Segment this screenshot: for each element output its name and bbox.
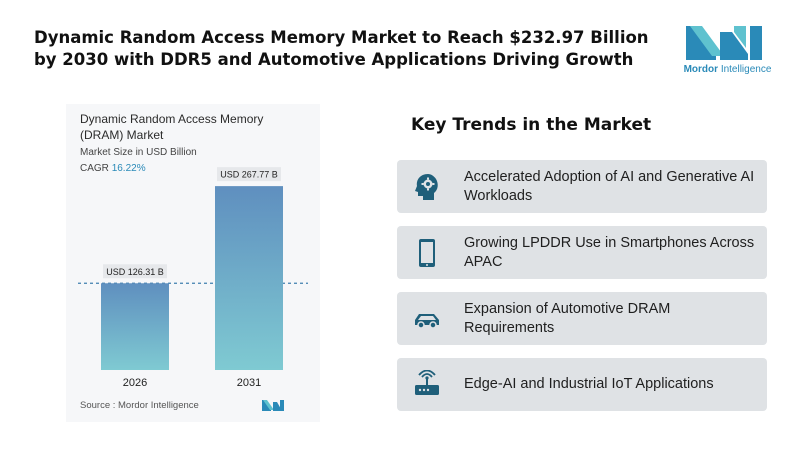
mordor-logo-icon bbox=[686, 26, 762, 60]
trend-card-automotive: Expansion of Automotive DRAM Requirement… bbox=[397, 292, 767, 345]
chart-cagr: CAGR 16.22% bbox=[80, 163, 146, 174]
chart-subtitle: Market Size in USD Billion bbox=[80, 147, 197, 158]
car-icon bbox=[415, 314, 439, 329]
trends-title: Key Trends in the Market bbox=[411, 115, 652, 135]
cagr-value: 16.22% bbox=[111, 163, 146, 174]
ai-head-gear-icon bbox=[415, 174, 438, 200]
trend-text: Expansion of Automotive DRAM Requirement… bbox=[464, 300, 671, 336]
data-label-box bbox=[217, 167, 281, 182]
trend-text: Edge-AI and Industrial IoT Applications bbox=[464, 376, 714, 392]
x-tick-label: 2031 bbox=[237, 377, 261, 389]
data-label: USD 267.77 B bbox=[220, 170, 278, 180]
trend-text: Accelerated Adoption of AI and Generativ… bbox=[464, 168, 755, 204]
trend-card-lpddr: Growing LPDDR Use in Smartphones Across … bbox=[397, 226, 767, 279]
x-tick-label: 2026 bbox=[123, 377, 147, 389]
bar-chart: USD 126.31 B 2026 USD 267.77 B 2031 bbox=[78, 167, 308, 389]
chart-source: Source : Mordor Intelligence bbox=[80, 400, 199, 411]
trend-card-ai: Accelerated Adoption of AI and Generativ… bbox=[397, 160, 767, 213]
brand-logo: Mordor Intelligence bbox=[680, 22, 775, 77]
smartphone-icon bbox=[419, 239, 435, 267]
source-logo-icon bbox=[262, 400, 284, 411]
page-headline: Dynamic Random Access Memory Market to R… bbox=[34, 28, 649, 69]
data-label-box bbox=[103, 264, 167, 279]
chart-card: Dynamic Random Access Memory (DRAM) Mark… bbox=[66, 104, 320, 422]
bar-2031 bbox=[215, 186, 283, 370]
data-label: USD 126.31 B bbox=[106, 267, 164, 277]
bar-2026 bbox=[101, 283, 169, 370]
chart-title: Dynamic Random Access Memory (DRAM) Mark… bbox=[80, 112, 264, 142]
trend-text: Growing LPDDR Use in Smartphones Across … bbox=[464, 234, 755, 270]
brand-wordmark: Mordor Intelligence bbox=[683, 64, 772, 75]
trend-card-edge-iot: Edge-AI and Industrial IoT Applications bbox=[397, 358, 767, 411]
iot-router-icon bbox=[415, 370, 439, 395]
